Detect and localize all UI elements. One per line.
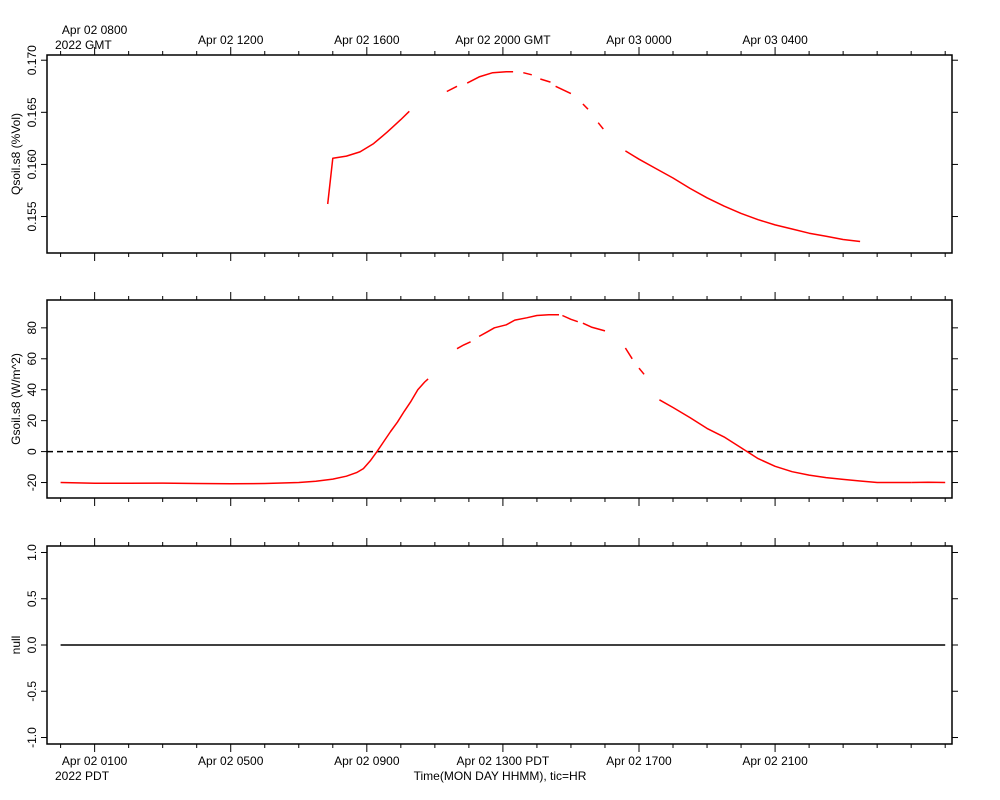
panel-3: -1.0 -0.5 0.0 0.5 1.0 null xyxy=(9,538,958,752)
series-line xyxy=(466,70,514,84)
top-tick-label: Apr 02 2000 GMT xyxy=(455,33,551,47)
series-line xyxy=(60,378,429,485)
y-tick-label: 0.155 xyxy=(25,201,39,231)
series-line xyxy=(523,71,532,76)
series-line xyxy=(597,122,604,130)
y-axis-label: null xyxy=(9,636,23,655)
y-tick-label: 0.0 xyxy=(25,636,39,653)
series-line xyxy=(582,322,606,332)
top-tick-label: Apr 02 0800 xyxy=(62,23,128,37)
panel-1: 0.155 0.160 0.165 0.170 Qsoil.s8 (%Vol) xyxy=(9,45,958,261)
top-year-label: 2022 GMT xyxy=(55,38,112,52)
y-axis-label: Qsoil.s8 (%Vol) xyxy=(9,113,23,195)
y-tick-label: 0.5 xyxy=(25,590,39,607)
bottom-tick-label: Apr 02 0900 xyxy=(334,754,400,768)
top-tick-label: Apr 02 1200 xyxy=(198,33,264,47)
series-line xyxy=(659,399,912,484)
y-tick-label: -1.0 xyxy=(25,727,39,748)
y-tick-label: -20 xyxy=(25,474,39,492)
series-line xyxy=(555,85,572,95)
series-line xyxy=(326,110,410,205)
y-tick-label: 0.160 xyxy=(25,149,39,179)
series-line xyxy=(540,78,551,83)
y-tick-label: 60 xyxy=(25,352,39,366)
y-tick-label: 0 xyxy=(25,448,39,455)
bottom-tick-label: Apr 02 1300 PDT xyxy=(457,754,550,768)
series-line xyxy=(638,367,645,375)
bottom-tick-label: Apr 02 0500 xyxy=(198,754,264,768)
series-line xyxy=(478,313,559,338)
plot-frame xyxy=(46,299,953,499)
series-line xyxy=(624,347,633,360)
top-tick-label: Apr 03 0000 xyxy=(606,33,672,47)
y-axis-label: Gsoil.s8 (W/m^2) xyxy=(9,353,23,445)
bottom-tick-label: Apr 02 1700 xyxy=(606,754,672,768)
series-line xyxy=(456,341,471,350)
plot-frame xyxy=(46,54,953,254)
y-tick-label: 40 xyxy=(25,383,39,397)
series-line xyxy=(582,103,589,110)
y-tick-label: -0.5 xyxy=(25,681,39,702)
y-tick-label: 20 xyxy=(25,414,39,428)
top-tick-label: Apr 03 0400 xyxy=(742,33,808,47)
bottom-year-label: 2022 PDT xyxy=(55,769,110,783)
y-tick-label: 0.165 xyxy=(25,97,39,127)
series-line xyxy=(562,314,579,323)
y-tick-label: 1.0 xyxy=(25,544,39,561)
y-tick-label: 0.170 xyxy=(25,45,39,75)
panel-2: -20 0 20 40 60 80 Gsoil.s8 (W/m^2) xyxy=(9,292,958,506)
bottom-tick-label: Apr 02 2100 xyxy=(742,754,808,768)
series-line xyxy=(446,85,458,93)
top-tick-label: Apr 02 1600 xyxy=(334,33,400,47)
y-tick-label: 80 xyxy=(25,321,39,335)
bottom-tick-label: Apr 02 0100 xyxy=(62,754,128,768)
series-line xyxy=(625,150,861,243)
x-axis-label: Time(MON DAY HHMM), tic=HR xyxy=(414,769,587,783)
